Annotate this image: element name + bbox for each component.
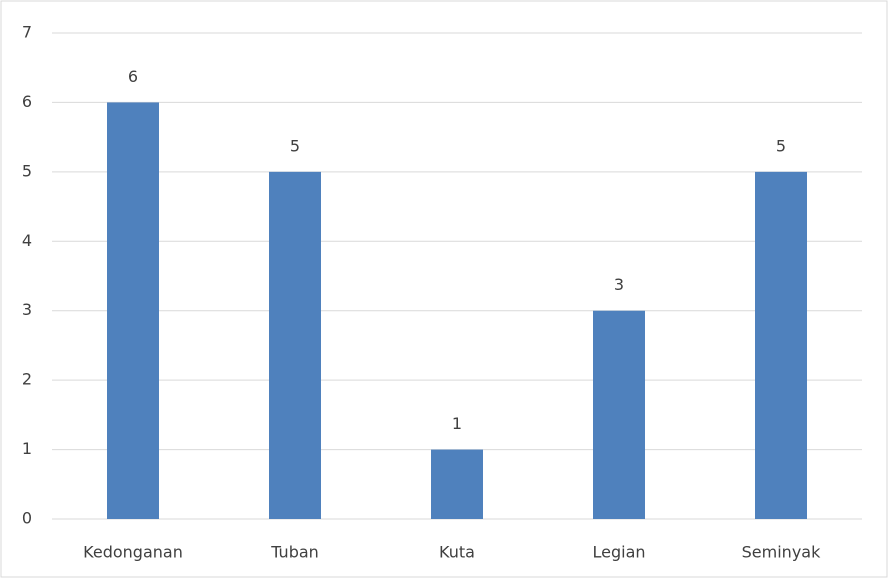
y-tick-label: 3: [22, 300, 32, 319]
y-tick-label: 6: [22, 92, 32, 111]
x-tick-label: Kedonganan: [83, 543, 183, 562]
bar: [269, 171, 321, 519]
y-tick-label: 5: [22, 161, 32, 180]
x-tick-label: Seminyak: [742, 543, 821, 562]
data-label: 5: [290, 136, 300, 155]
y-tick-label: 1: [22, 439, 32, 458]
bar: [107, 102, 159, 519]
bar: [431, 449, 483, 519]
y-tick-label: 2: [22, 370, 32, 389]
data-label: 6: [128, 67, 138, 86]
bar: [593, 310, 645, 519]
data-label: 3: [614, 275, 624, 294]
x-tick-label: Kuta: [439, 543, 475, 562]
data-label: 5: [776, 136, 786, 155]
x-tick-label: Legian: [592, 543, 645, 562]
bar: [755, 171, 807, 519]
y-tick-label: 0: [22, 509, 32, 528]
data-label: 1: [452, 414, 462, 433]
y-tick-label: 7: [22, 23, 32, 42]
y-tick-label: 4: [22, 231, 32, 250]
x-tick-label: Tuban: [270, 543, 319, 562]
